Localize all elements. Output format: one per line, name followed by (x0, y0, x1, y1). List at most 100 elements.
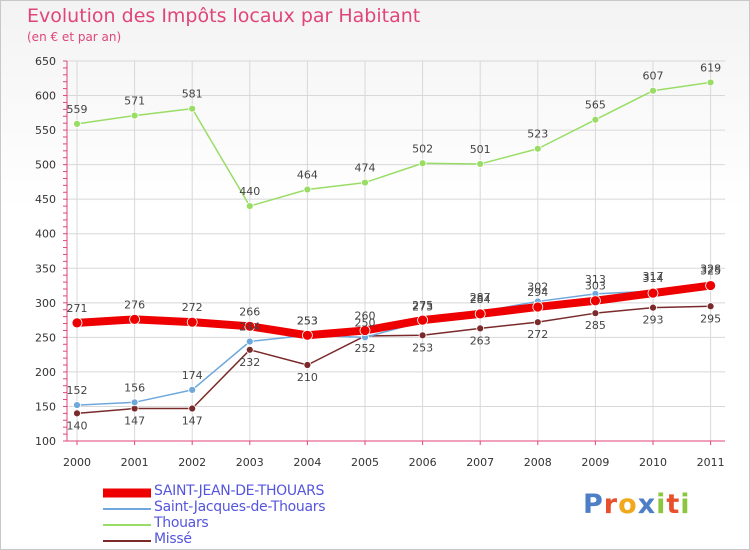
data-label-misse: 140 (67, 419, 88, 432)
y-tick-label: 150 (35, 400, 56, 413)
data-label-saint-jean-de-thouars: 303 (585, 280, 606, 293)
data-label-saint-jacques-de-thouars: 174 (182, 369, 203, 382)
data-point-saint-jacques-de-thouars (73, 401, 81, 409)
data-point-saint-jean-de-thouars (244, 320, 256, 332)
y-tick-labels: 100 150 200 250 300 350 400 450 500 550 600 650 (35, 55, 56, 448)
data-point-saint-jean-de-thouars (71, 317, 83, 329)
legend-label: Saint-Jacques-de-Thouars (154, 499, 326, 515)
data-point-misse (533, 318, 542, 327)
data-point-misse (476, 324, 485, 333)
data-label-saint-jacques-de-thouars: 328 (700, 262, 721, 275)
data-point-thouars (303, 185, 312, 194)
data-label-thouars: 559 (67, 103, 88, 116)
data-point-thouars (706, 78, 715, 87)
series-line-saint-jean-de-thouars (73, 281, 715, 340)
x-tick-label: 2001 (121, 456, 149, 469)
y-tick-label: 350 (35, 262, 56, 275)
data-label-saint-jean-de-thouars: 325 (700, 265, 721, 278)
data-label-saint-jean-de-thouars: 294 (527, 286, 548, 299)
data-labels: 559 571 581 440 464 474 502 501 523 565 607 619 140 1… (67, 61, 722, 432)
data-point-saint-jean-de-thouars (474, 308, 486, 320)
data-point-misse (73, 409, 81, 418)
data-label-misse: 253 (412, 341, 433, 354)
series-lines (71, 78, 716, 418)
data-label-saint-jean-de-thouars: 275 (412, 299, 433, 312)
data-point-saint-jacques-de-thouars (130, 398, 139, 407)
data-label-saint-jean-de-thouars: 253 (297, 314, 318, 327)
data-label-thouars: 501 (470, 143, 491, 156)
data-point-misse (591, 309, 600, 318)
x-tick-label: 2002 (178, 456, 206, 469)
data-label-saint-jean-de-thouars: 276 (124, 298, 145, 311)
data-point-thouars (418, 159, 427, 168)
data-point-misse (245, 345, 254, 354)
data-label-misse: 147 (124, 415, 145, 428)
data-label-saint-jean-de-thouars: 272 (182, 301, 203, 314)
data-point-thouars (361, 178, 369, 187)
x-tick-label: 2011 (697, 456, 725, 469)
y-tick-label: 300 (35, 297, 56, 310)
legend-swatch (103, 508, 151, 510)
data-label-misse: 263 (470, 334, 491, 347)
data-label-saint-jean-de-thouars: 284 (470, 293, 491, 306)
data-label-thouars: 523 (527, 128, 548, 141)
data-label-thouars: 474 (355, 162, 376, 175)
data-label-saint-jacques-de-thouars: 287 (470, 291, 491, 304)
y-tick-label: 250 (35, 331, 56, 344)
legend-swatch (103, 524, 151, 526)
data-label-misse: 147 (182, 415, 203, 428)
data-point-saint-jean-de-thouars (532, 301, 544, 313)
data-label-thouars: 565 (585, 99, 606, 112)
data-label-saint-jacques-de-thouars: 317 (643, 270, 664, 283)
series-line-thouars (76, 81, 712, 207)
data-label-misse: 293 (643, 314, 664, 327)
data-label-misse: 252 (355, 342, 376, 355)
data-label-thouars: 464 (297, 169, 318, 182)
data-point-thouars (649, 86, 657, 95)
data-point-misse (706, 302, 715, 311)
chart-subtitle: (en € et par an) (27, 30, 122, 44)
data-label-saint-jacques-de-thouars: 273 (412, 300, 433, 313)
data-point-saint-jean-de-thouars (705, 280, 716, 291)
data-label-saint-jean-de-thouars: 266 (239, 305, 260, 318)
data-point-thouars (130, 111, 139, 120)
x-tick-label: 2006 (409, 456, 437, 469)
data-point-misse (649, 303, 657, 312)
data-point-saint-jean-de-thouars (301, 329, 313, 341)
x-tick-label: 2005 (351, 456, 379, 469)
axes (63, 60, 725, 445)
x-tick-label: 2009 (581, 456, 609, 469)
data-label-thouars: 440 (239, 185, 260, 198)
data-label-saint-jacques-de-thouars: 152 (67, 384, 88, 397)
data-label-saint-jacques-de-thouars: 313 (585, 273, 606, 286)
data-label-saint-jacques-de-thouars: 156 (124, 381, 145, 394)
series-line-misse (76, 305, 712, 415)
data-label-saint-jean-de-thouars: 271 (67, 302, 88, 315)
x-tick-label: 2000 (63, 456, 91, 469)
y-tick-label: 100 (35, 435, 56, 448)
data-point-thouars (533, 144, 542, 153)
legend-swatch (103, 540, 151, 542)
data-label-saint-jean-de-thouars: 260 (355, 309, 376, 322)
data-point-misse (188, 404, 197, 413)
y-tick-label: 450 (35, 193, 56, 206)
data-point-saint-jean-de-thouars (417, 314, 429, 326)
data-point-misse (418, 331, 427, 340)
proxiti-logo: Proxiti (583, 489, 691, 520)
data-label-thouars: 607 (643, 70, 664, 83)
data-point-saint-jean-de-thouars (186, 316, 198, 328)
data-label-saint-jacques-de-thouars: 253 (297, 314, 318, 327)
data-point-misse (303, 361, 312, 369)
x-tick-label: 2004 (293, 456, 321, 469)
legend-swatch (103, 488, 151, 498)
x-tick-label: 2007 (466, 456, 494, 469)
data-label-saint-jacques-de-thouars: 302 (527, 280, 548, 293)
data-point-saint-jean-de-thouars (590, 295, 601, 307)
y-tick-label: 650 (35, 55, 56, 68)
x-tick-label: 2008 (524, 456, 552, 469)
y-tick-label: 400 (35, 228, 56, 241)
data-point-saint-jacques-de-thouars (188, 385, 197, 394)
y-tick-label: 200 (35, 366, 56, 379)
data-point-saint-jean-de-thouars (647, 287, 659, 299)
